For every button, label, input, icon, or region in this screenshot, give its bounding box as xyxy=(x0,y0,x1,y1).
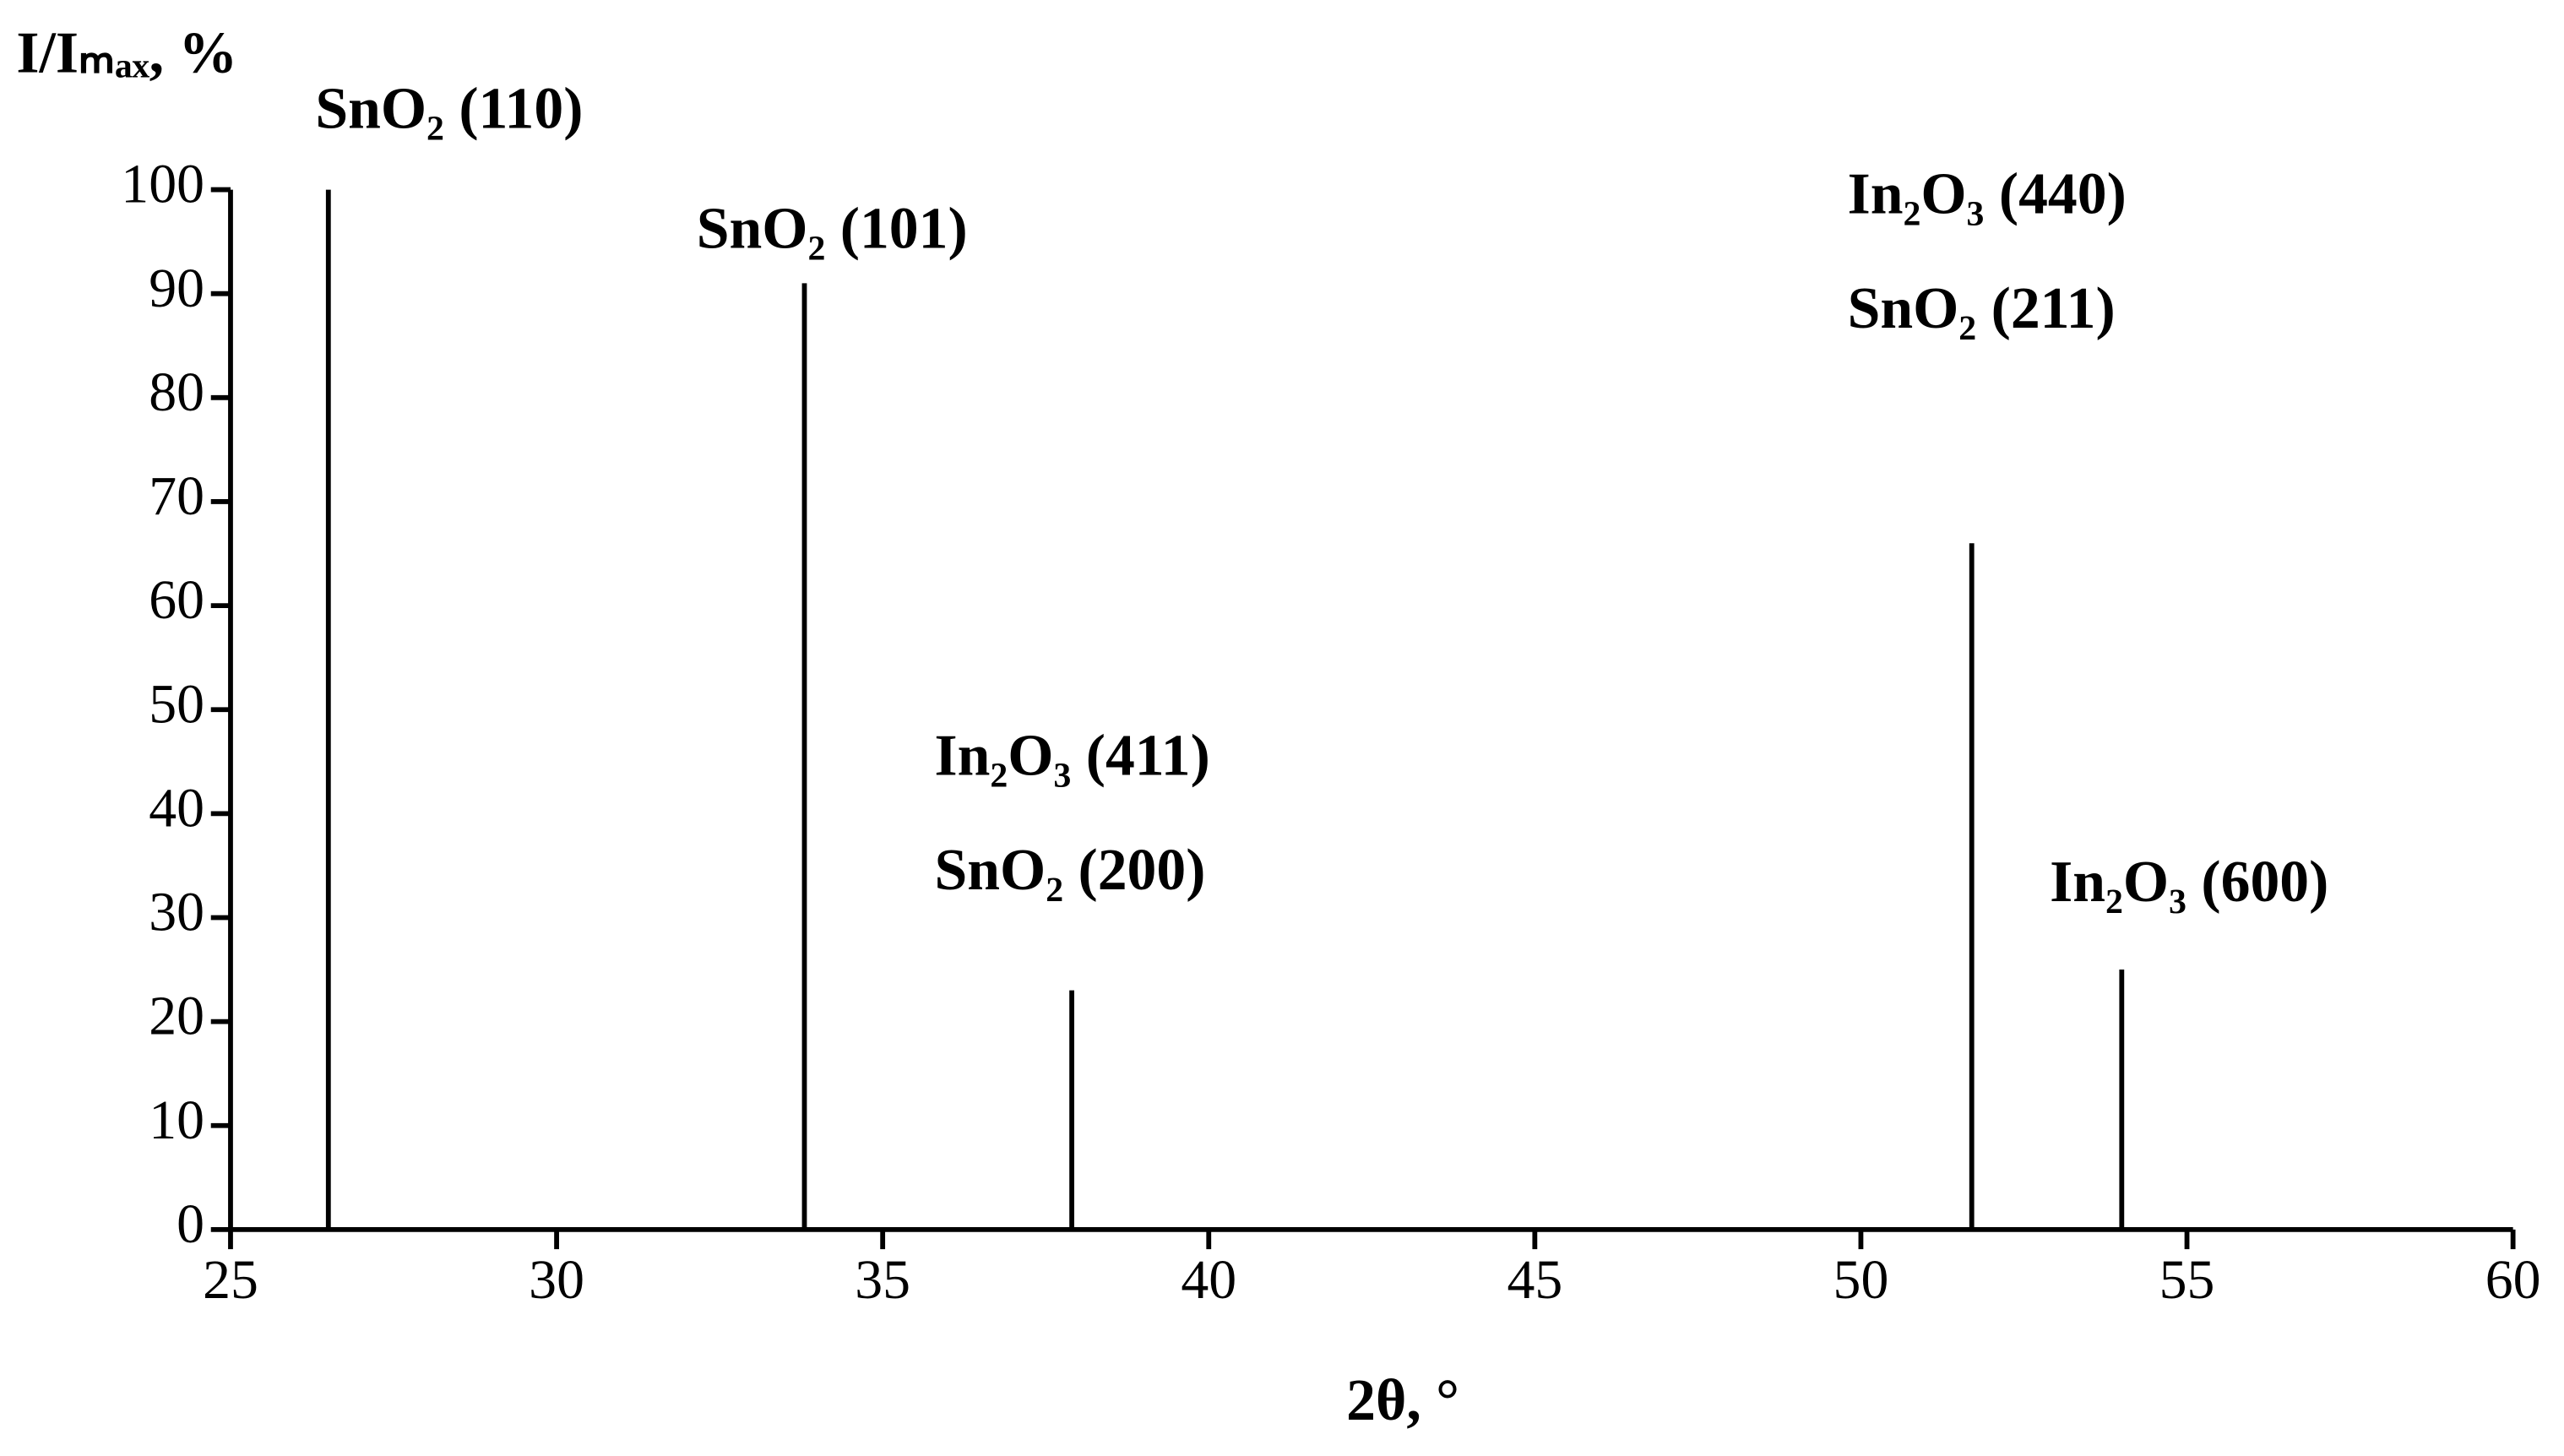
y-tick-label: 90 xyxy=(149,258,204,319)
peak-label: In₂O₃ (411) xyxy=(934,724,1209,789)
y-tick-label: 50 xyxy=(149,673,204,735)
y-tick-label: 60 xyxy=(149,569,204,631)
y-tick-label: 10 xyxy=(149,1089,204,1151)
peak-label: SnO₂ (110) xyxy=(315,77,583,142)
plot: I/Iₘₐₓ, % 2θ, ° 0 10 20 30 40 50 60 70 80 90 100 25… xyxy=(16,21,2540,1433)
peak-label: In₂O₃ (440) xyxy=(1848,162,2127,227)
x-axis-label: 2θ, ° xyxy=(1346,1368,1459,1433)
x-tick-label: 60 xyxy=(2485,1249,2541,1311)
y-tick-label: 40 xyxy=(149,777,204,839)
y-tick-label: 70 xyxy=(149,465,204,527)
x-tick-label: 45 xyxy=(1507,1249,1562,1311)
peak-label: SnO₂ (101) xyxy=(697,196,968,261)
x-tick-label: 35 xyxy=(855,1249,910,1311)
y-tick-label: 0 xyxy=(177,1193,204,1255)
x-tick-label: 55 xyxy=(2159,1249,2215,1311)
x-tick-label: 30 xyxy=(529,1249,584,1311)
x-tick-label: 25 xyxy=(203,1249,258,1311)
peak-label: In₂O₃ (600) xyxy=(2050,850,2328,915)
y-tick-label: 20 xyxy=(149,986,204,1047)
y-tick-label: 30 xyxy=(149,882,204,943)
peak-label: SnO₂ (211) xyxy=(1848,276,2116,341)
y-tick-label: 80 xyxy=(149,361,204,423)
peak-label: SnO₂ (200) xyxy=(934,838,1205,903)
x-tick-label: 50 xyxy=(1833,1249,1889,1311)
x-tick-label: 40 xyxy=(1181,1249,1236,1311)
y-axis-label: I/Iₘₐₓ, % xyxy=(16,21,237,86)
y-tick-label: 100 xyxy=(121,154,204,215)
